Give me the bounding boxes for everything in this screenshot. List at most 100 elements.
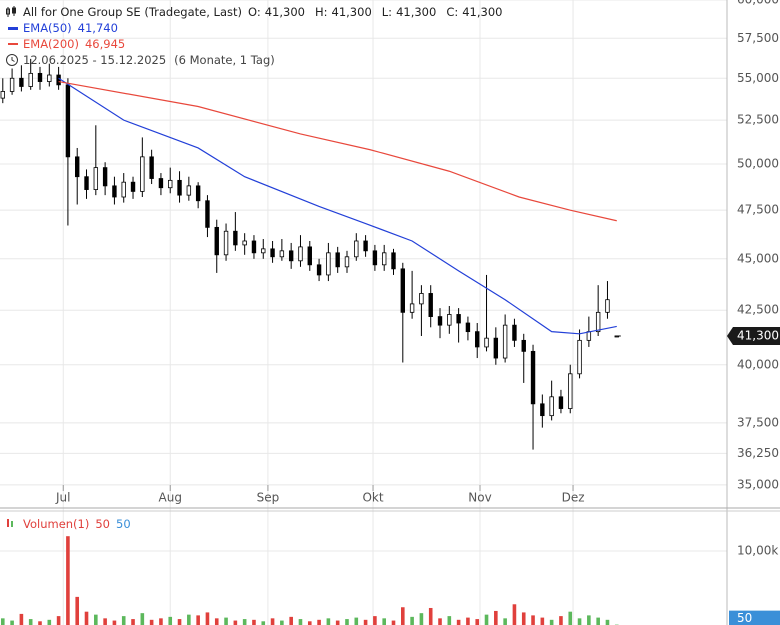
candle-body <box>279 250 285 258</box>
volume-bar <box>317 619 321 625</box>
ohlc-value: 41,300 <box>265 5 305 19</box>
candle-body <box>540 403 545 417</box>
candle-body <box>530 350 536 405</box>
candle-body <box>242 240 247 246</box>
volume-bar <box>112 620 117 625</box>
candle-body <box>391 252 396 270</box>
candle-body <box>149 156 154 179</box>
candle-body <box>447 314 452 326</box>
volume-bar <box>549 619 554 625</box>
ema-line <box>58 80 617 222</box>
volume-bar <box>224 617 228 625</box>
overlay: 41,300 50 All for One Group SE (Tradegate,… <box>6 5 780 625</box>
candle-body <box>233 230 238 246</box>
volume-bar <box>503 618 507 625</box>
price-tag <box>727 326 780 345</box>
volume-tag-label: 50 <box>737 611 752 625</box>
ema-line <box>58 77 617 335</box>
candle-body <box>409 303 415 313</box>
volume-bar <box>568 611 573 625</box>
candle-body <box>9 77 15 92</box>
volume-bar <box>19 613 24 625</box>
volume-bar <box>84 611 89 625</box>
candle-body <box>512 324 517 341</box>
candle-body <box>112 185 117 198</box>
candle-body <box>93 167 99 190</box>
candle-body <box>381 252 387 266</box>
x-tick-label: Dez <box>562 491 585 505</box>
volume-bar <box>298 619 303 625</box>
y-tick-label: 60,000 <box>737 0 779 7</box>
volume-bar <box>428 607 433 625</box>
volume-bar <box>596 617 600 625</box>
legend-entry: EMA(200) 46,945 <box>23 37 125 51</box>
candle-body <box>428 293 433 317</box>
candle-body <box>595 311 601 333</box>
candle-body <box>419 293 424 305</box>
volume-bar <box>121 616 126 625</box>
volume-bar <box>196 615 200 625</box>
candle-body <box>214 226 219 256</box>
candle-body <box>84 176 89 190</box>
volume-bar <box>475 619 480 625</box>
candle-body <box>456 314 461 324</box>
candle-body <box>335 252 340 268</box>
volume-bar <box>335 620 340 625</box>
volume-bar <box>280 620 284 625</box>
volume-bar <box>289 616 293 625</box>
y-tick-label: 42,500 <box>737 303 779 317</box>
x-tick-label: Nov <box>468 491 491 505</box>
ohlc-value: 41,300 <box>462 5 502 19</box>
candle-body <box>363 240 368 252</box>
legend-value: 41,740 <box>78 21 118 35</box>
candle-body <box>493 337 499 359</box>
candle-body <box>102 167 108 187</box>
volume-bar <box>521 612 526 625</box>
candle-body <box>316 264 322 276</box>
price-panel <box>0 58 619 450</box>
volume-bar <box>38 621 42 625</box>
volume-bar <box>242 619 247 625</box>
volume-bar <box>531 615 535 625</box>
volume-panel <box>0 536 619 625</box>
candle-body <box>298 246 303 262</box>
legend-swatch <box>8 43 18 45</box>
candle-body <box>195 185 201 202</box>
volume-bar <box>140 613 145 625</box>
candle-body <box>465 322 471 333</box>
volume-legend-value: 50 <box>95 517 110 531</box>
candle-body <box>205 200 210 228</box>
legend-value: 46,945 <box>85 37 125 51</box>
volume-bar <box>10 620 14 625</box>
candle-body <box>130 181 136 192</box>
volume-bar <box>484 614 489 625</box>
candle-body <box>484 337 489 348</box>
candle-body <box>372 250 378 266</box>
y-tick-label: 50,000 <box>737 157 779 171</box>
candle-body <box>19 77 24 87</box>
volume-bar <box>391 620 396 625</box>
candle-body <box>586 331 592 341</box>
candle-body <box>261 248 266 254</box>
candle-body <box>0 91 5 99</box>
candle-body <box>251 240 257 254</box>
y-tick-label: 45,000 <box>737 251 779 265</box>
ohlc-label: L: <box>382 5 392 19</box>
volume-legend: Volumen(1) 50 50 <box>23 517 131 531</box>
volume-bar <box>149 619 154 625</box>
volume-legend-icon <box>7 519 9 527</box>
candle-body <box>521 339 526 352</box>
candle-body <box>568 373 573 409</box>
candle-body <box>56 74 61 86</box>
candle-body <box>549 396 554 417</box>
x-tick-label: Okt <box>362 491 383 505</box>
period-text: (6 Monate, 1 Tag) <box>174 53 275 67</box>
volume-bar <box>410 616 414 625</box>
legend-swatch <box>8 27 18 30</box>
candle-body <box>270 248 275 258</box>
ohlc-value: 41,300 <box>396 5 436 19</box>
y-tick-label: 10,00k <box>737 544 778 558</box>
volume-bar <box>540 617 545 625</box>
volume-bar <box>168 616 173 625</box>
